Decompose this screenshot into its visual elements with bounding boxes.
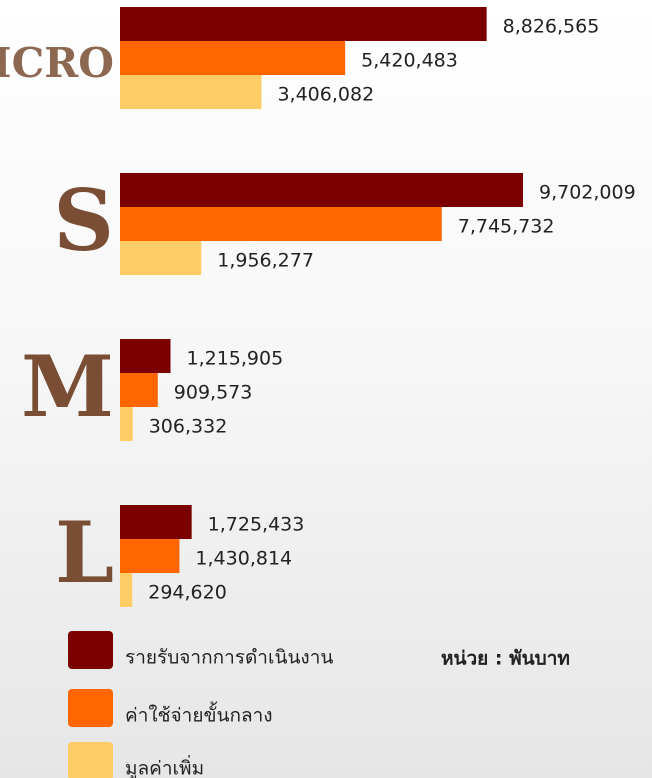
value-label: 8,826,565 xyxy=(503,16,600,38)
legend-swatch xyxy=(68,689,113,727)
bar xyxy=(120,505,192,539)
value-label: 294,620 xyxy=(148,582,227,604)
legend-swatch xyxy=(68,631,113,669)
value-label: 1,725,433 xyxy=(208,514,305,536)
category-label: M xyxy=(21,337,114,436)
unit-note: หน่วย : พันบาท xyxy=(441,648,570,670)
value-label: 9,702,009 xyxy=(539,182,636,204)
category-label: Micro xyxy=(0,23,114,91)
value-label: 1,215,905 xyxy=(187,348,284,370)
legend-label: ค่าใช้จ่ายขั้นกลาง xyxy=(125,702,273,727)
bar xyxy=(120,339,171,373)
bar xyxy=(120,373,158,407)
legend-label: มูลค่าเพิ่ม xyxy=(125,755,204,778)
category-label: L xyxy=(55,503,114,602)
value-label: 1,430,814 xyxy=(195,548,292,570)
bar xyxy=(120,207,442,241)
value-label: 909,573 xyxy=(174,382,253,404)
value-label: 5,420,483 xyxy=(361,50,458,72)
bar xyxy=(120,173,523,207)
value-label: 3,406,082 xyxy=(277,84,374,106)
bar xyxy=(120,41,346,75)
bar xyxy=(120,7,487,41)
value-label: 1,956,277 xyxy=(217,250,314,272)
bar xyxy=(120,241,202,275)
bar xyxy=(120,573,133,607)
legend-label: รายรับจากการดำเนินงาน xyxy=(125,647,333,669)
bar xyxy=(120,407,133,441)
value-label: 306,332 xyxy=(149,416,228,438)
bar xyxy=(120,539,180,573)
value-label: 7,745,732 xyxy=(458,216,555,238)
legend-swatch xyxy=(68,742,113,778)
category-label: S xyxy=(53,171,114,270)
bar xyxy=(120,75,262,109)
